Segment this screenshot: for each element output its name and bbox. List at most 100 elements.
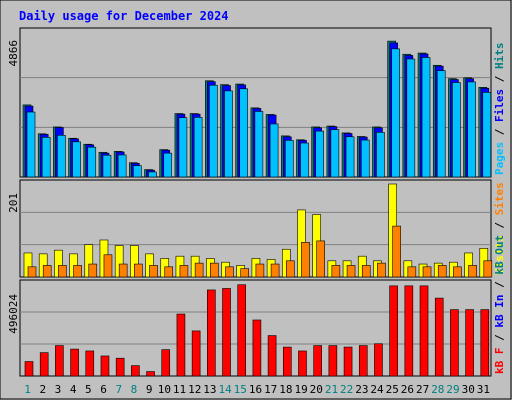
- kb-f-bar: [100, 355, 110, 377]
- pages-bar: [467, 81, 476, 178]
- middle-ymax-label: 201: [7, 193, 20, 213]
- kb-f-bar: [358, 345, 368, 377]
- sites-bar: [88, 263, 98, 278]
- middle-legend-part: Visits: [493, 235, 506, 275]
- pages-bar: [239, 88, 249, 178]
- pages-bar: [72, 141, 81, 178]
- pages-bar: [360, 139, 370, 178]
- bottom-legend-part: kB F: [493, 348, 506, 375]
- kb-f-bar: [328, 345, 338, 377]
- kb-f-bar: [404, 285, 414, 377]
- sites-bar: [210, 262, 219, 278]
- pages-bar: [148, 171, 157, 178]
- x-tick-label: 31: [477, 383, 490, 396]
- pages-bar: [421, 57, 431, 178]
- top-legend-part: Hits: [493, 43, 506, 70]
- top-ymax-label: 4866: [7, 40, 20, 67]
- kb-f-bar: [267, 335, 277, 377]
- top-legend-part: Pages: [493, 142, 506, 175]
- sites-bar: [240, 268, 250, 278]
- x-tick-label: 24: [370, 383, 384, 396]
- x-tick-label: 14: [218, 383, 232, 396]
- sites-bar: [27, 266, 37, 278]
- middle-legend-part: Sites: [493, 182, 506, 215]
- pages-bar: [330, 129, 340, 178]
- kb-f-bar: [24, 361, 34, 377]
- bottom-legend-part: kB In: [493, 295, 506, 328]
- x-tick-label: 15: [234, 383, 247, 396]
- pages-bar: [315, 130, 324, 178]
- top-legend-part: /: [493, 69, 506, 89]
- sites-bar: [437, 265, 447, 278]
- kb-f-bar: [434, 297, 444, 377]
- bottom-legend-label: kB F / kB In / kB Out: [493, 235, 506, 374]
- x-tick-label: 28: [431, 383, 444, 396]
- top-legend-label: Pages / Files / Hits: [493, 43, 506, 176]
- kb-f-bar: [282, 346, 292, 377]
- pages-bar: [133, 165, 142, 178]
- pages-bar: [376, 132, 385, 178]
- x-tick-label: 10: [158, 383, 171, 396]
- sites-bar: [407, 266, 417, 278]
- x-tick-label: 30: [462, 383, 475, 396]
- sites-bar: [468, 265, 477, 278]
- top-legend-part: Files: [493, 89, 506, 122]
- kb-f-bar: [465, 309, 474, 377]
- pages-bar: [209, 84, 218, 178]
- sites-bar: [149, 265, 158, 278]
- kb-f-bar: [298, 350, 307, 377]
- kb-f-bar: [374, 343, 383, 377]
- x-tick-label: 2: [39, 383, 46, 396]
- sites-bar: [270, 263, 280, 278]
- kb-f-bar: [389, 285, 398, 377]
- x-tick-label: 17: [264, 383, 277, 396]
- pages-bar: [300, 142, 309, 178]
- pages-bar: [482, 92, 492, 178]
- kb-f-bar: [131, 365, 140, 377]
- kb-f-bar: [115, 357, 125, 377]
- x-tick-label: 16: [249, 383, 262, 396]
- kb-f-bar: [222, 288, 231, 377]
- kb-f-bar: [70, 348, 79, 377]
- x-tick-label: 11: [173, 383, 186, 396]
- sites-bar: [377, 262, 386, 278]
- x-tick-label: 18: [279, 383, 292, 396]
- top-legend-part: /: [493, 122, 506, 142]
- sites-bar: [255, 263, 265, 278]
- pages-bar: [254, 111, 264, 178]
- pages-bar: [41, 137, 51, 178]
- pages-bar: [452, 82, 461, 178]
- sites-bar: [164, 266, 174, 278]
- x-tick-label: 23: [355, 383, 368, 396]
- sites-bar: [58, 265, 67, 278]
- kb-f-bar: [237, 284, 247, 377]
- pages-bar: [391, 48, 400, 178]
- x-tick-label: 21: [325, 383, 338, 396]
- sites-bar: [331, 265, 341, 278]
- sites-bar: [422, 266, 432, 278]
- x-tick-label: 19: [294, 383, 307, 396]
- x-tick-label: 8: [131, 383, 138, 396]
- kb-f-bar: [252, 319, 262, 377]
- middle-legend-part: /: [493, 215, 506, 235]
- sites-bar: [301, 241, 310, 278]
- bottom-legend-part: /: [493, 275, 506, 295]
- x-tick-label: 26: [401, 383, 414, 396]
- kb-f-bar: [450, 309, 459, 377]
- bottom-legend-part: /: [493, 328, 506, 348]
- bottom-ymax-label: 496024: [7, 294, 20, 334]
- pages-bar: [87, 146, 97, 178]
- x-tick-label: 1: [24, 383, 31, 396]
- x-tick-label: 27: [416, 383, 429, 396]
- sites-bar: [346, 265, 356, 278]
- x-tick-label: 3: [55, 383, 62, 396]
- pages-bar: [193, 117, 203, 178]
- sites-bar: [179, 265, 189, 278]
- pages-bar: [163, 152, 173, 178]
- sites-bar: [285, 260, 295, 278]
- pages-bar: [224, 90, 233, 178]
- sites-bar: [118, 263, 128, 278]
- pages-bar: [436, 70, 446, 178]
- x-tick-label: 6: [100, 383, 107, 396]
- sites-bar: [225, 266, 234, 278]
